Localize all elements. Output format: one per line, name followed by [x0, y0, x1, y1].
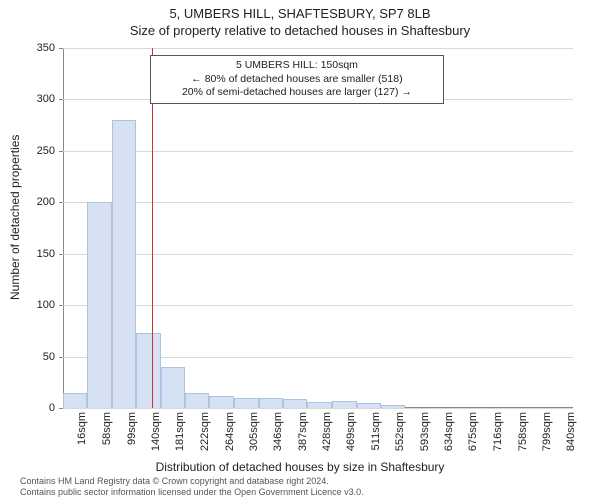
x-tick-label: 758sqm [517, 412, 529, 451]
x-tick-label: 593sqm [419, 412, 431, 451]
y-tick-mark [59, 48, 63, 49]
y-tick-mark [59, 151, 63, 152]
x-tick-label: 675sqm [467, 412, 479, 451]
y-tick-mark [59, 99, 63, 100]
x-tick-label: 140sqm [150, 412, 162, 451]
y-tick-mark [59, 202, 63, 203]
footer-line2: Contains public sector information licen… [20, 487, 590, 498]
histogram-bar [234, 398, 259, 408]
histogram-bar [161, 367, 185, 408]
annotation-line: 20% of semi-detached houses are larger (… [157, 86, 438, 100]
x-tick-label: 16sqm [76, 412, 88, 445]
grid-line [63, 151, 573, 152]
annotation-line: 5 UMBERS HILL: 150sqm [157, 59, 438, 73]
x-tick-label: 428sqm [321, 412, 333, 451]
x-tick-label: 799sqm [541, 412, 553, 451]
grid-line [63, 48, 573, 49]
histogram-bar [357, 403, 381, 408]
grid-line [63, 305, 573, 306]
grid-line [63, 408, 573, 409]
x-tick-label: 469sqm [345, 412, 357, 451]
x-tick-label: 634sqm [443, 412, 455, 451]
chart-title-block: 5, UMBERS HILL, SHAFTESBURY, SP7 8LB Siz… [0, 0, 600, 38]
x-tick-label: 716sqm [492, 412, 504, 451]
y-tick-label: 150 [15, 248, 55, 260]
histogram-bar [381, 405, 405, 408]
histogram-bar [112, 120, 136, 408]
histogram-bar [63, 393, 87, 408]
x-tick-label: 511sqm [370, 412, 382, 450]
plot-area: 05010015020025030035016sqm58sqm99sqm140s… [63, 48, 573, 408]
annotation-box: 5 UMBERS HILL: 150sqm← 80% of detached h… [150, 55, 445, 104]
x-tick-label: 840sqm [565, 412, 577, 451]
histogram-bar [185, 393, 209, 408]
x-tick-label: 346sqm [272, 412, 284, 451]
y-tick-label: 250 [15, 145, 55, 157]
y-axis-label: Number of detached properties [8, 135, 22, 300]
y-tick-mark [59, 408, 63, 409]
x-tick-label: 99sqm [126, 412, 138, 445]
grid-line [63, 202, 573, 203]
annotation-line: ← 80% of detached houses are smaller (51… [157, 73, 438, 87]
y-tick-label: 0 [15, 402, 55, 414]
y-tick-mark [59, 357, 63, 358]
y-tick-mark [59, 305, 63, 306]
y-tick-label: 50 [15, 351, 55, 363]
x-tick-label: 222sqm [199, 412, 211, 451]
chart-title-address: 5, UMBERS HILL, SHAFTESBURY, SP7 8LB [0, 6, 600, 21]
x-tick-label: 552sqm [394, 412, 406, 451]
histogram-bar [209, 396, 233, 408]
x-tick-label: 264sqm [224, 412, 236, 451]
histogram-bar [283, 399, 307, 408]
histogram-bar [259, 398, 283, 408]
histogram-bar [87, 202, 111, 408]
x-tick-label: 387sqm [297, 412, 309, 451]
y-tick-label: 200 [15, 196, 55, 208]
y-tick-mark [59, 254, 63, 255]
x-tick-label: 58sqm [101, 412, 113, 445]
chart-title-subtitle: Size of property relative to detached ho… [0, 23, 600, 38]
histogram-bar [307, 402, 331, 408]
grid-line [63, 254, 573, 255]
x-tick-label: 181sqm [174, 412, 186, 451]
histogram-bar [136, 333, 161, 408]
y-tick-label: 300 [15, 93, 55, 105]
footer-attribution: Contains HM Land Registry data © Crown c… [20, 476, 590, 498]
x-tick-label: 305sqm [248, 412, 260, 451]
y-tick-label: 350 [15, 42, 55, 54]
y-tick-label: 100 [15, 299, 55, 311]
footer-line1: Contains HM Land Registry data © Crown c… [20, 476, 590, 487]
x-axis-label: Distribution of detached houses by size … [0, 460, 600, 474]
histogram-bar [332, 401, 357, 408]
y-axis-line [63, 48, 64, 408]
